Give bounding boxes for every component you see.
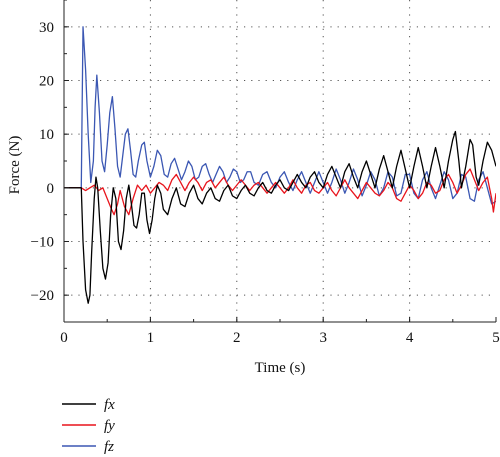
y-axis-title: Force (N) <box>7 136 23 195</box>
legend-label-fz: fz <box>104 439 114 455</box>
tick-marks <box>63 0 497 323</box>
y-tick-label: −20 <box>31 288 54 304</box>
y-tick-label: 0 <box>47 181 55 197</box>
grid-lines <box>64 0 496 322</box>
legend-label-fx: fx <box>104 397 115 413</box>
x-tick-label: 4 <box>406 330 414 346</box>
x-tick-label: 2 <box>233 330 241 346</box>
legend-label-fy: fy <box>104 418 115 434</box>
legend: fx fy fz <box>62 397 115 455</box>
y-tick-label: −10 <box>31 235 54 251</box>
y-tick-label: 20 <box>39 74 54 90</box>
series-line-fy <box>64 168 496 216</box>
plot-area <box>63 0 496 323</box>
series-line-fz <box>64 26 496 205</box>
x-tick-label: 1 <box>147 330 155 346</box>
x-tick-label: 0 <box>60 330 68 346</box>
series-line-fx <box>64 130 496 304</box>
y-tick-label: 10 <box>39 127 54 143</box>
y-tick-labels: 30 20 10 0 −10 −20 <box>31 20 54 304</box>
y-tick-label: 30 <box>39 20 54 36</box>
x-tick-labels: 0 1 2 3 4 5 <box>60 330 500 346</box>
x-tick-label: 5 <box>492 330 500 346</box>
series-layer <box>64 26 496 304</box>
x-axis-title: Time (s) <box>255 360 306 376</box>
x-tick-label: 3 <box>319 330 327 346</box>
